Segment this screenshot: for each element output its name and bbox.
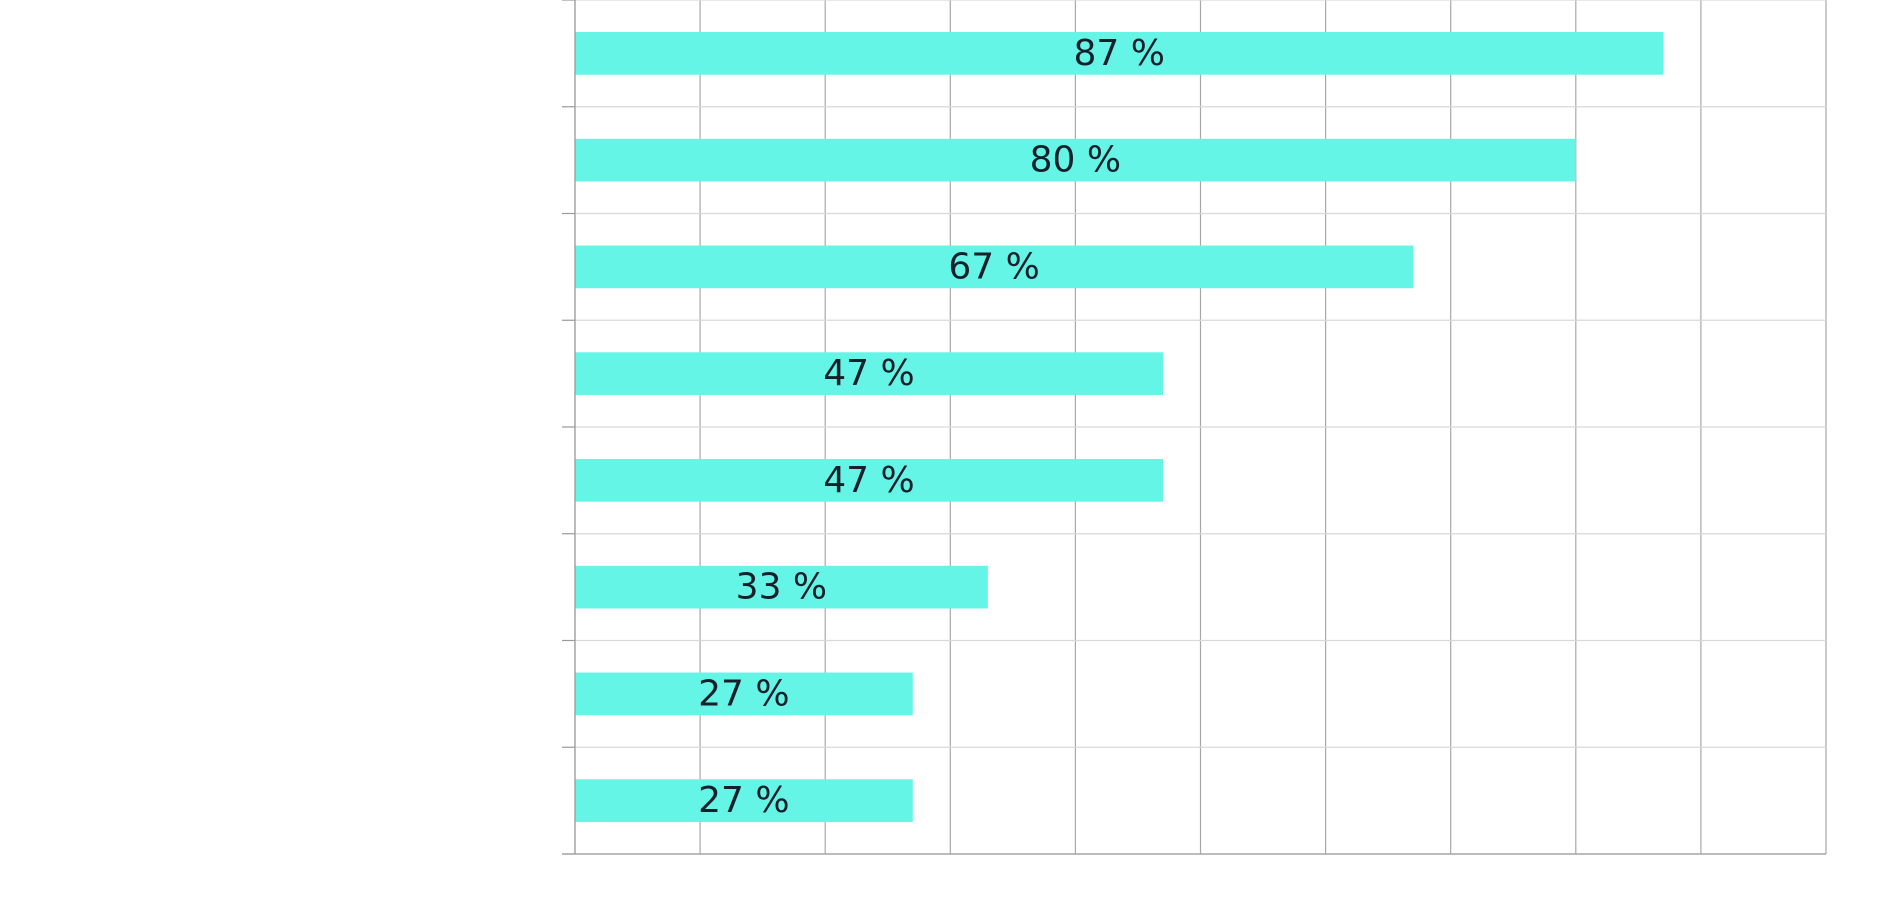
bar [575, 565, 988, 609]
bar [575, 32, 1664, 75]
bar [575, 245, 1414, 289]
bars [575, 32, 1664, 822]
bar [575, 459, 1163, 502]
data-label: 47 % [823, 353, 914, 394]
data-label: 87 % [1073, 33, 1164, 74]
axes [562, 0, 1826, 855]
data-label: 80 % [1030, 140, 1121, 181]
data-label: 27 % [698, 673, 789, 714]
bar [575, 672, 913, 716]
data-label: 27 % [698, 780, 789, 821]
data-label: 33 % [736, 567, 827, 608]
data-label: 67 % [948, 246, 1039, 287]
data-labels: 87 % 80 % 67 % 47 % 47 % 33 % 27 % 27 % [698, 33, 1165, 821]
gridlines [574, 0, 1827, 855]
bar [575, 352, 1163, 395]
bar [575, 779, 913, 822]
bar [575, 138, 1576, 182]
data-label: 47 % [823, 460, 914, 501]
